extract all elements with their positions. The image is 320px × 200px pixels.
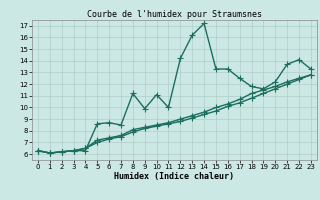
Title: Courbe de l'humidex pour Straumsnes: Courbe de l'humidex pour Straumsnes	[87, 10, 262, 19]
X-axis label: Humidex (Indice chaleur): Humidex (Indice chaleur)	[115, 172, 234, 181]
